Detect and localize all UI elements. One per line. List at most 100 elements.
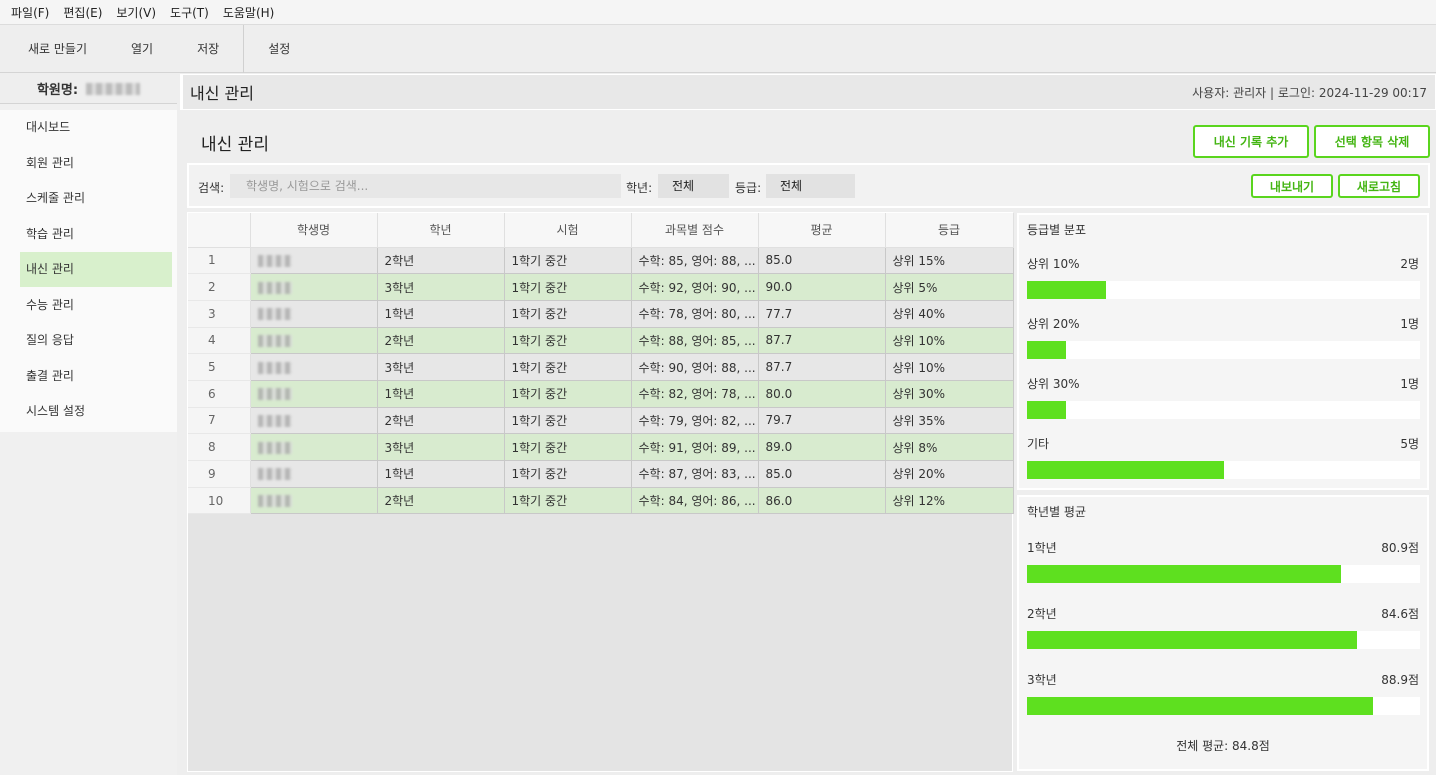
- cell-average: 77.7: [758, 300, 886, 328]
- academy-name: 학원명:: [0, 74, 177, 104]
- cell-exam: 1학기 중간: [504, 300, 632, 328]
- cell-student-name: [250, 460, 378, 488]
- distribution-row-label: 상위 20%: [1027, 317, 1080, 331]
- student-name-redacted: [257, 441, 292, 454]
- student-name-redacted: [257, 361, 292, 374]
- refresh-button[interactable]: 새로고침: [1338, 174, 1420, 198]
- open-button[interactable]: 열기: [131, 41, 154, 56]
- distribution-row-bar: [1027, 281, 1420, 299]
- distribution-row-label: 상위 30%: [1027, 377, 1080, 391]
- cell-grade: 1학년: [377, 460, 505, 488]
- cell-student-name: [250, 433, 378, 461]
- menu-view[interactable]: 보기(V): [116, 5, 157, 20]
- cell-rank: 상위 30%: [885, 380, 1014, 408]
- distribution-row-value: 2명: [1400, 257, 1419, 271]
- cell-exam: 1학기 중간: [504, 247, 632, 275]
- search-input[interactable]: 학생명, 시험으로 검색...: [230, 174, 621, 198]
- sidebar-item-attendance[interactable]: 출결 관리: [26, 368, 74, 383]
- page-title: 내신 관리: [201, 135, 269, 155]
- cell-rank: 상위 5%: [885, 273, 1014, 301]
- row-number: 4: [188, 327, 251, 355]
- sidebar-item-members[interactable]: 회원 관리: [26, 155, 74, 170]
- cell-grade: 2학년: [377, 247, 505, 275]
- cell-scores: 수학: 91, 영어: 89, ...: [631, 433, 759, 461]
- grade-average-row-bar: [1027, 565, 1420, 583]
- row-number: 7: [188, 407, 251, 435]
- menu-help[interactable]: 도움말(H): [222, 5, 275, 20]
- grade-average-row-bar-fill: [1027, 565, 1342, 583]
- cell-average: 89.0: [758, 433, 886, 461]
- column-header-exam[interactable]: 시험: [504, 213, 632, 248]
- cell-student-name: [250, 247, 378, 275]
- cell-average: 90.0: [758, 273, 886, 301]
- cell-scores: 수학: 90, 영어: 88, ...: [631, 353, 759, 381]
- table-row[interactable]: 5 3학년 1학기 중간 수학: 90, 영어: 88, ... 87.7 상위 10%: [188, 353, 1014, 381]
- student-name-redacted: [257, 388, 292, 401]
- rank-filter-select[interactable]: 전체: [766, 174, 855, 198]
- column-header-rank[interactable]: 등급: [885, 213, 1014, 248]
- table-row[interactable]: 4 2학년 1학기 중간 수학: 88, 영어: 85, ... 87.7 상위 10%: [188, 327, 1014, 355]
- grade-distribution-panel: 등급별 분포 상위 10% 2명 상위 20% 1명 상위 30% 1명 기타 5명: [1017, 213, 1429, 490]
- toolbar-separator: [243, 24, 245, 73]
- cell-student-name: [250, 380, 378, 408]
- cell-scores: 수학: 92, 영어: 90, ...: [631, 273, 759, 301]
- table-row[interactable]: 3 1학년 1학기 중간 수학: 78, 영어: 80, ... 77.7 상위 40%: [188, 300, 1014, 328]
- cell-exam: 1학기 중간: [504, 460, 632, 488]
- menu-edit[interactable]: 편집(E): [63, 5, 103, 20]
- settings-button[interactable]: 설정: [268, 41, 291, 56]
- add-record-button[interactable]: 내신 기록 추가: [1193, 125, 1309, 158]
- cell-student-name: [250, 273, 378, 301]
- table-row[interactable]: 2 3학년 1학기 중간 수학: 92, 영어: 90, ... 90.0 상위 5%: [188, 273, 1014, 301]
- sidebar-item-schedule[interactable]: 스케줄 관리: [26, 191, 86, 205]
- cell-scores: 수학: 78, 영어: 80, ...: [631, 300, 759, 328]
- user-info: 사용자: 관리자 | 로그인: 2024-11-29 00:17: [1192, 85, 1427, 100]
- table-row[interactable]: 1 2학년 1학기 중간 수학: 85, 영어: 88, ... 85.0 상위 15%: [188, 247, 1014, 275]
- cell-scores: 수학: 82, 영어: 78, ...: [631, 380, 759, 408]
- grade-average-row-label: 2학년: [1027, 607, 1057, 621]
- cell-average: 79.7: [758, 407, 886, 435]
- distribution-row-bar-fill: [1027, 461, 1224, 479]
- cell-grade: 2학년: [377, 327, 505, 355]
- table-row[interactable]: 7 2학년 1학기 중간 수학: 79, 영어: 82, ... 79.7 상위 35%: [188, 407, 1014, 435]
- cell-exam: 1학기 중간: [504, 273, 632, 301]
- search-label: 검색:: [198, 181, 225, 195]
- grade-filter-select[interactable]: 전체: [658, 174, 729, 198]
- grade-average-row-bar-fill: [1027, 697, 1373, 715]
- cell-grade: 3학년: [377, 273, 505, 301]
- sidebar-item-learning[interactable]: 학습 관리: [26, 226, 74, 241]
- student-name-redacted: [257, 308, 292, 321]
- overall-average: 전체 평균: 84.8점: [1176, 739, 1270, 753]
- menu-tools[interactable]: 도구(T): [170, 5, 209, 20]
- row-number: 10: [188, 487, 251, 515]
- column-header-average[interactable]: 평균: [758, 213, 886, 248]
- table-row[interactable]: 10 2학년 1학기 중간 수학: 84, 영어: 86, ... 86.0 상위 12%: [188, 487, 1014, 515]
- sidebar: 학원명: 대시보드 회원 관리 스케줄 관리 학습 관리 내신 관리 수능 관리…: [0, 74, 177, 775]
- sidebar-item-school-grades[interactable]: 내신 관리: [20, 252, 172, 287]
- cell-rank: 상위 12%: [885, 487, 1014, 515]
- column-header-scores[interactable]: 과목별 점수: [631, 213, 759, 248]
- cell-grade: 1학년: [377, 380, 505, 408]
- table-row[interactable]: 9 1학년 1학기 중간 수학: 87, 영어: 83, ... 85.0 상위 20%: [188, 460, 1014, 488]
- grade-average-title: 학년별 평균: [1027, 505, 1087, 519]
- sidebar-item-system-settings[interactable]: 시스템 설정: [26, 404, 86, 418]
- menu-file[interactable]: 파일(F): [11, 5, 50, 20]
- delete-selected-button[interactable]: 선택 항목 삭제: [1314, 125, 1430, 158]
- distribution-row-label: 기타: [1027, 437, 1050, 451]
- table-row[interactable]: 8 3학년 1학기 중간 수학: 91, 영어: 89, ... 89.0 상위 8%: [188, 433, 1014, 461]
- sidebar-item-csat[interactable]: 수능 관리: [26, 297, 74, 312]
- cell-scores: 수학: 88, 영어: 85, ...: [631, 327, 759, 355]
- row-number: 3: [188, 300, 251, 328]
- table-row[interactable]: 6 1학년 1학기 중간 수학: 82, 영어: 78, ... 80.0 상위 30%: [188, 380, 1014, 408]
- save-button[interactable]: 저장: [197, 41, 220, 56]
- distribution-row-bar-fill: [1027, 341, 1067, 359]
- sidebar-item-dashboard[interactable]: 대시보드: [26, 120, 71, 134]
- new-button[interactable]: 새로 만들기: [28, 41, 88, 56]
- grade-average-row-label: 3학년: [1027, 673, 1057, 687]
- cell-average: 86.0: [758, 487, 886, 515]
- sidebar-item-qna[interactable]: 질의 응답: [26, 333, 74, 347]
- distribution-row-value: 1명: [1400, 377, 1419, 391]
- column-header-name[interactable]: 학생명: [250, 213, 378, 248]
- export-button[interactable]: 내보내기: [1251, 174, 1333, 198]
- column-header-grade[interactable]: 학년: [377, 213, 505, 248]
- distribution-row-value: 1명: [1400, 317, 1419, 331]
